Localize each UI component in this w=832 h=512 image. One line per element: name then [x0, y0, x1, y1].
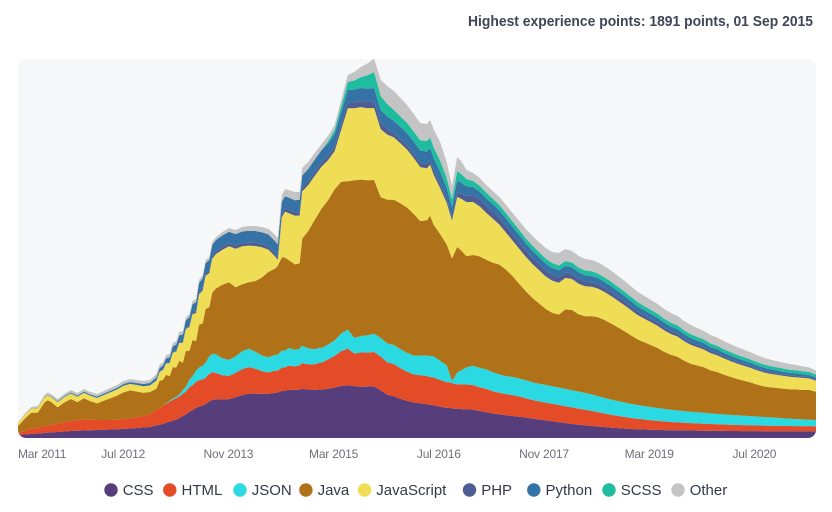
svg-text:Nov 2017: Nov 2017 [519, 447, 569, 461]
svg-text:SCSS: SCSS [621, 482, 662, 499]
svg-text:Mar 2011: Mar 2011 [18, 447, 67, 461]
svg-text:JSON: JSON [252, 482, 292, 499]
svg-text:Nov 2013: Nov 2013 [204, 447, 254, 461]
svg-text:Java: Java [318, 482, 350, 499]
svg-text:JavaScript: JavaScript [376, 482, 447, 499]
svg-text:Jul 2012: Jul 2012 [101, 447, 145, 461]
svg-text:Highest experience points: 189: Highest experience points: 1891 points, … [468, 13, 813, 30]
svg-text:PHP: PHP [481, 482, 512, 499]
svg-text:Jul 2020: Jul 2020 [733, 447, 777, 461]
svg-text:CSS: CSS [123, 482, 154, 499]
svg-text:Other: Other [690, 482, 728, 499]
svg-text:Python: Python [546, 482, 593, 499]
svg-text:HTML: HTML [182, 482, 223, 499]
svg-text:Mar 2019: Mar 2019 [625, 447, 675, 461]
svg-text:Jul 2016: Jul 2016 [417, 447, 461, 461]
svg-text:Mar 2015: Mar 2015 [309, 447, 359, 461]
